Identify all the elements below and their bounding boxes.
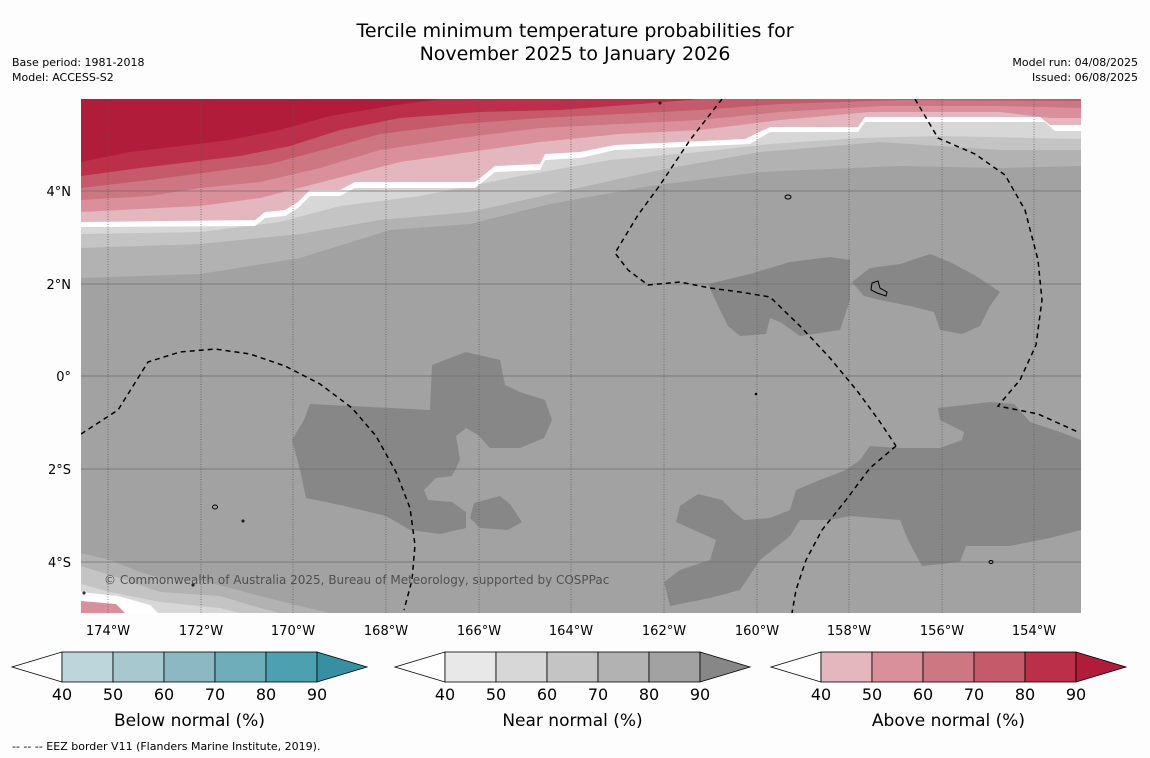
colorbar-max-arrow — [1075, 651, 1128, 683]
eez-border-east — [914, 99, 1079, 433]
colorbar-max-arrow — [316, 651, 369, 683]
island-outlines — [82, 101, 994, 595]
lon-label: 156°W — [920, 624, 964, 639]
eez-footnote: -- -- -- EEZ border V11 (Flanders Marine… — [12, 740, 321, 753]
metadata-right: Model run: 04/08/2025 Issued: 06/08/2025 — [1012, 55, 1138, 85]
longitude-gridlines — [107, 99, 1035, 613]
base-period: Base period: 1981-2018 — [12, 56, 145, 69]
colorbar-min-arrow — [769, 651, 822, 683]
lon-label: 162°W — [642, 624, 686, 639]
lon-label: 172°W — [179, 624, 223, 639]
colorbar-segment — [597, 651, 650, 683]
eez-border-west — [81, 348, 416, 611]
island-outline — [191, 583, 195, 587]
lon-label: 164°W — [549, 624, 593, 639]
colorbar-tick-label: 40 — [52, 685, 72, 704]
lat-label: 0° — [56, 370, 71, 385]
colorbar-tick-label: 50 — [103, 685, 123, 704]
colorbar-segment — [112, 651, 165, 683]
island-outline — [658, 101, 662, 105]
island-outline — [988, 560, 994, 564]
above-normal-50-corner — [81, 601, 125, 613]
colorbar-segment — [973, 651, 1026, 683]
above-normal-darkest-region — [81, 99, 440, 162]
island-outline — [870, 280, 888, 297]
colorbar-tick-label: 90 — [1066, 685, 1086, 704]
metadata-left: Base period: 1981-2018 Model: ACCESS-S2 — [12, 55, 144, 85]
colorbar-tick-label: 60 — [537, 685, 557, 704]
above-normal-colorbar: 40 50 60 70 80 90 — [769, 651, 1128, 704]
colorbar-max-arrow — [699, 651, 752, 683]
colorbar-tick-label: 80 — [1015, 685, 1035, 704]
longitude-labels: 174°W 172°W 170°W 168°W 166°W 164°W 162°… — [86, 624, 1056, 639]
below-normal-colorbar: 40 50 60 70 80 90 — [10, 651, 369, 704]
lon-label: 174°W — [86, 624, 130, 639]
lon-label: 170°W — [271, 624, 315, 639]
colorbar-min-arrow — [10, 651, 63, 683]
lat-label: 2°S — [48, 463, 71, 478]
colorbar-segment — [922, 651, 975, 683]
colorbar-segment — [444, 651, 497, 683]
issued-date: Issued: 06/08/2025 — [1031, 71, 1138, 84]
colorbar-segment — [495, 651, 548, 683]
colorbar-tick-label: 80 — [256, 685, 276, 704]
lon-label: 158°W — [827, 624, 871, 639]
colorbar-segment — [163, 651, 216, 683]
colorbar-segment — [871, 651, 924, 683]
lat-label: 4°N — [47, 185, 72, 200]
above-normal-label: Above normal (%) — [872, 711, 1025, 731]
eez-borders — [81, 99, 1079, 613]
map-title-line-2: November 2025 to January 2026 — [419, 43, 731, 65]
colorbar-tick-label: 50 — [486, 685, 506, 704]
colorbar-tick-label: 70 — [588, 685, 608, 704]
colorbar-segment — [546, 651, 599, 683]
island-outline — [754, 392, 758, 396]
latitude-gridlines — [81, 190, 1081, 563]
colorbar-tick-label: 70 — [205, 685, 225, 704]
colorbar-tick-label: 90 — [690, 685, 710, 704]
near-normal-90-patch-small — [470, 496, 522, 530]
lat-label: 2°N — [47, 278, 72, 293]
colorbar-tick-label: 70 — [964, 685, 984, 704]
near-normal-colorbar: 40 50 60 70 80 90 — [393, 651, 752, 704]
colorbar-tick-label: 40 — [435, 685, 455, 704]
near-normal-90-patch-central — [292, 352, 552, 534]
colorbar-segment — [265, 651, 318, 683]
eez-border-south — [791, 445, 897, 613]
near-normal-90-patch-southeast — [664, 402, 1081, 606]
near-normal-90-patch-north — [708, 257, 850, 336]
colorbar-segment — [820, 651, 873, 683]
below-normal-label: Below normal (%) — [114, 711, 265, 731]
lat-label: 4°S — [48, 556, 71, 571]
map-title-line-1: Tercile minimum temperature probabilitie… — [356, 20, 794, 42]
island-outline — [784, 194, 792, 200]
eez-border-north — [614, 99, 897, 447]
colorbar-tick-label: 80 — [639, 685, 659, 704]
colorbar-segment — [214, 651, 267, 683]
latitude-labels: 4°N 2°N 0° 2°S 4°S — [47, 185, 72, 571]
island-outline — [241, 519, 245, 523]
model-run: Model run: 04/08/2025 — [1012, 56, 1138, 69]
colorbar-tick-label: 40 — [811, 685, 831, 704]
island-outline — [212, 504, 218, 510]
near-normal-label: Near normal (%) — [502, 711, 642, 731]
colorbar-segment — [61, 651, 114, 683]
lon-label: 154°W — [1012, 624, 1056, 639]
model-name: Model: ACCESS-S2 — [12, 71, 114, 84]
lon-label: 160°W — [735, 624, 779, 639]
island-outline — [82, 591, 86, 595]
colorbar-tick-label: 60 — [154, 685, 174, 704]
copyright-notice: © Commonwealth of Australia 2025, Bureau… — [104, 573, 609, 587]
colorbar-tick-label: 50 — [862, 685, 882, 704]
colorbar-min-arrow — [393, 651, 446, 683]
map-area: © Commonwealth of Australia 2025, Bureau… — [81, 99, 1081, 613]
colorbar-tick-label: 60 — [913, 685, 933, 704]
colorbar-segment — [648, 651, 701, 683]
colorbar-tick-label: 90 — [307, 685, 327, 704]
lon-label: 166°W — [457, 624, 501, 639]
lon-label: 168°W — [364, 624, 408, 639]
near-normal-90-patch-northeast — [852, 254, 1000, 334]
colorbar-segment — [1024, 651, 1077, 683]
